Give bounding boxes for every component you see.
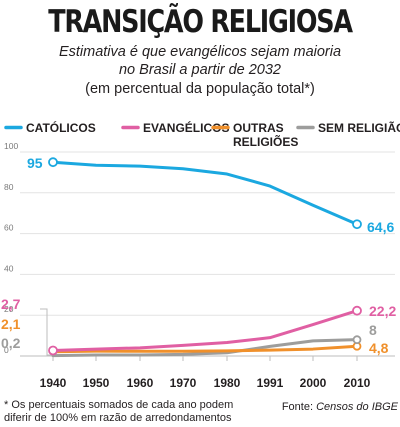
y-tick-label: 40 <box>4 263 14 273</box>
x-tick-label: 1991 <box>257 376 284 390</box>
start-value-label: 95 <box>27 155 43 171</box>
legend-label: OUTRAS <box>233 121 284 135</box>
end-value-label: 22,2 <box>369 303 396 319</box>
start-value-label: 0,2 <box>1 335 21 351</box>
unit-note: (em percentual da população total*) <box>85 81 315 97</box>
x-tick-label: 1980 <box>214 376 241 390</box>
legend-label: RELIGIÕES <box>233 134 298 149</box>
series-line <box>51 344 359 354</box>
x-tick-label: 2010 <box>344 376 371 390</box>
legend-label: EVANGÉLICOS <box>143 120 229 135</box>
y-tick-label: 20 <box>4 304 14 314</box>
start-label-bracket <box>40 308 53 356</box>
legend-label: CATÓLICOS <box>26 120 96 135</box>
y-tick-label: 100 <box>4 141 18 151</box>
series-line <box>51 338 359 358</box>
source-credit: Fonte: Censos do IBGE <box>263 401 398 414</box>
subtitle-line-2: no Brasil a partir de 2032 <box>118 62 281 78</box>
legend-label: SEM RELIGIÃO <box>318 120 400 135</box>
footnote: * Os percentuais somados de cada ano pod… <box>4 399 234 424</box>
y-tick-label: 0 <box>4 345 9 355</box>
x-tick-label: 1940 <box>40 376 67 390</box>
x-tick-label: 1950 <box>83 376 110 390</box>
series-line <box>51 309 359 352</box>
y-tick-label: 60 <box>4 223 14 233</box>
end-value-label: 4,8 <box>369 340 389 356</box>
data-point-marker <box>352 305 362 316</box>
x-tick-label: 1970 <box>170 376 197 390</box>
start-value-label: 2,7 <box>1 296 21 312</box>
chart-subtitle: Estimativa é que evangélicos sejam maior… <box>0 43 400 79</box>
data-point-marker <box>48 157 58 168</box>
start-value-label: 2,1 <box>1 316 21 332</box>
subtitle-line-1: Estimativa é que evangélicos sejam maior… <box>58 44 342 60</box>
source-name: Censos do IBGE <box>316 401 398 413</box>
data-point-marker <box>352 219 362 230</box>
x-tick-label: 1960 <box>127 376 154 390</box>
data-point-marker <box>48 345 58 356</box>
data-point-marker <box>352 335 362 345</box>
source-prefix: Fonte: <box>281 401 317 413</box>
y-tick-label: 80 <box>4 182 14 192</box>
end-value-label: 64,6 <box>367 219 394 235</box>
chart-title: TRANSIÇÃO RELIGIOSA <box>48 4 353 40</box>
x-tick-label: 2000 <box>300 376 327 390</box>
end-value-label: 8 <box>369 322 377 338</box>
series-line <box>51 160 359 226</box>
